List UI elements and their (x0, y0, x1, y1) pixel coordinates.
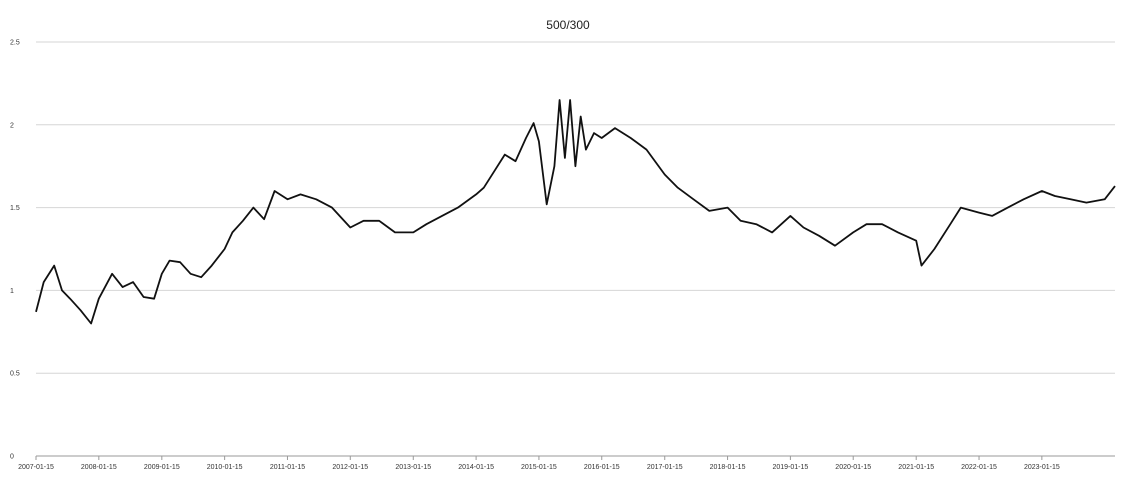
plot-area (35, 99, 1116, 325)
x-tick-label: 2021-01-15 (898, 464, 934, 471)
y-tick-label: 2 (10, 122, 14, 129)
x-tick-label: 2009-01-15 (144, 464, 180, 471)
chart-title: 500/300 (546, 18, 590, 32)
x-tick-label: 2010-01-15 (207, 464, 243, 471)
x-tick-label: 2012-01-15 (332, 464, 368, 471)
y-tick-label: 2.5 (10, 40, 20, 47)
y-tick-label: 1.5 (10, 205, 20, 212)
x-tick-label: 2015-01-15 (521, 464, 557, 471)
x-tick-label: 2022-01-15 (961, 464, 997, 471)
x-tick-label: 2019-01-15 (772, 464, 808, 471)
chart-grid (36, 41, 1115, 457)
x-tick-label: 2020-01-15 (835, 464, 871, 471)
x-tick-label: 2018-01-15 (710, 464, 746, 471)
x-tick-label: 2017-01-15 (647, 464, 683, 471)
x-tick-label: 2011-01-15 (270, 464, 305, 471)
x-tick-label: 2023-01-15 (1024, 464, 1060, 471)
y-tick-label: 1 (10, 288, 14, 295)
x-tick-label: 2016-01-15 (584, 464, 620, 471)
x-axis: 2007-01-15 2008-01-15 2009-01-15 2010-01-15… (18, 456, 1060, 471)
y-axis: 0 0.5 1 1.5 2 2.5 (10, 40, 20, 461)
y-tick-label: 0 (10, 454, 14, 461)
x-tick-label: 2013-01-15 (395, 464, 431, 471)
series-line (35, 99, 1116, 325)
x-tick-label: 2007-01-15 (18, 464, 54, 471)
x-tick-label: 2008-01-15 (81, 464, 117, 471)
x-tick-label: 2014-01-15 (458, 464, 494, 471)
y-tick-label: 0.5 (10, 371, 20, 378)
